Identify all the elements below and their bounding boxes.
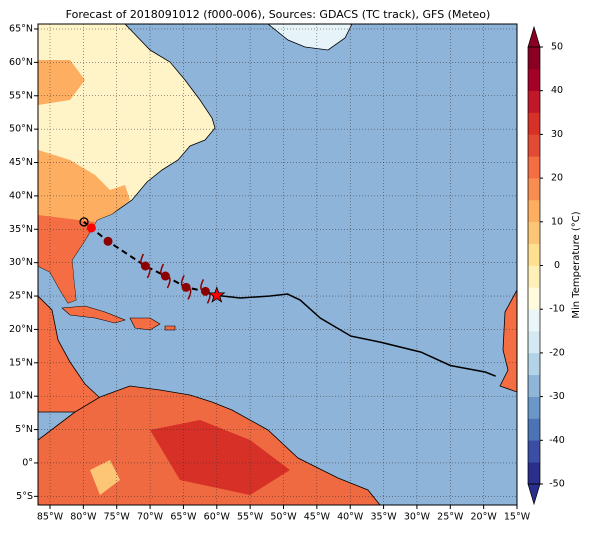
colorbar-tick-label: -20 [549,347,565,358]
colorbar-tick-label: -10 [549,304,565,315]
x-tick-label: 35°W [370,512,397,523]
y-tick-label: 45°N [9,157,33,168]
africa [499,289,517,393]
x-tick-label: 65°W [170,512,197,523]
colorbar-tick-label: 40 [551,85,563,96]
map-title: Forecast of 2018091012 (f000-006), Sourc… [66,8,491,21]
y-tick-label: 0° [22,457,33,468]
colorbar-segment [528,178,540,201]
colorbar-segment [528,287,540,310]
past-track [216,293,496,377]
x-tick-label: 50°W [270,512,297,523]
x-tick-label: 15°W [504,512,531,523]
forecast-point [103,236,113,246]
colorbar-segment [528,440,540,463]
y-tick-label: 15°N [9,357,33,368]
x-tick-label: 75°W [104,512,131,523]
land-warm [38,150,130,232]
y-tick-label: 20°N [9,324,33,335]
colorbar-segment [528,374,540,397]
colorbar-extend-max [527,25,541,48]
x-tick-label: 85°W [37,512,64,523]
colorbar-tick-label: -40 [549,435,565,446]
colorbar-segment [528,309,540,332]
forecast-point [86,223,96,233]
x-tick-label: 70°W [137,512,164,523]
colorbar-tick-label: 10 [551,216,563,227]
y-tick-label: 10°N [9,391,33,402]
colorbar-segment [528,199,540,223]
colorbar-tick-label: 20 [551,173,563,184]
colorbar-segment [528,396,540,419]
colorbar-segment [528,331,540,354]
hispaniola [129,317,161,331]
x-tick-label: 25°W [437,512,464,523]
colorbar-segment [528,265,540,288]
forecast-point [160,271,170,281]
y-tick-label: 40°N [9,190,33,201]
tracks [79,217,496,377]
y-tick-label: 55°N [9,90,33,101]
basemap [38,24,517,505]
land-hot [38,215,95,303]
x-tick-label: 20°W [471,512,498,523]
central-america [38,295,101,413]
x-tick-label: 40°W [337,512,364,523]
colorbar-tick-label: 30 [551,129,563,140]
y-tick-label: 5°S [16,491,33,502]
land-warm [38,60,85,105]
colorbar-segment [528,47,540,70]
colorbar-segment [528,134,540,157]
x-tick-label: 80°W [70,512,97,523]
y-tick-label: 35°N [9,224,33,235]
y-tick-label: 60°N [9,57,33,68]
colorbar-tick-label: -50 [549,479,565,490]
current-position [208,286,226,303]
x-tick-label: 60°W [204,512,231,523]
colorbar-tick-label: -30 [549,391,565,402]
greenland [267,24,353,51]
graticule [38,24,518,505]
colorbar-tick-label: 50 [551,42,563,53]
colorbar-segment [528,352,540,376]
colorbar-segment [528,156,540,179]
colorbar-segment [528,90,540,113]
x-tick-label: 55°W [237,512,264,523]
colorbar-label: Min Temperature (°C) [571,211,582,318]
y-tick-label: 25°N [9,291,33,302]
puerto-rico [164,325,176,331]
y-tick-label: 5°N [15,424,33,435]
colorbar-extend-min [527,483,541,506]
y-tick-label: 30°N [9,257,33,268]
colorbar-segment [528,243,540,266]
forecast-point [200,286,210,296]
x-tick-label: 30°W [404,512,431,523]
forecast-point [181,282,191,292]
y-tick-label: 50°N [9,124,33,135]
land-mild [90,460,120,495]
forecast-point [140,261,150,271]
forecast-point [79,217,89,227]
x-tick-label: 45°W [304,512,331,523]
map-frame [37,23,518,506]
colorbar-segment [528,462,540,485]
colorbar-segment [528,68,540,91]
colorbar-segment [528,418,540,441]
colorbar-segment [528,112,540,135]
y-tick-label: 65°N [9,24,33,35]
land-hotter [150,420,290,495]
cuba [61,305,126,324]
colorbar-tick-label: 0 [554,260,560,271]
colorbar-segment [528,221,540,244]
